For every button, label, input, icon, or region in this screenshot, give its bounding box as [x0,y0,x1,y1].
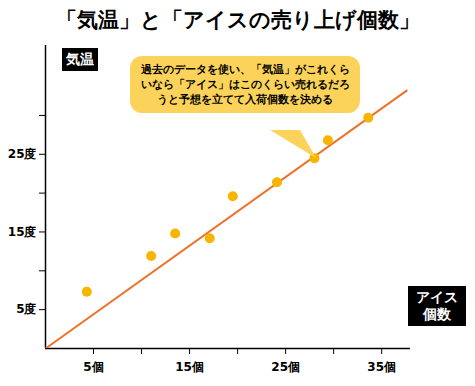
svg-text:5度: 5度 [16,302,36,316]
svg-text:15個: 15個 [175,360,204,374]
svg-text:5個: 5個 [83,360,103,374]
html-text:気温: 気温 [66,51,94,67]
html-text:過去のデータを使い、「気温」がこれくらいなら「アイス」はこの: 過去のデータを使い、「気温」がこれくらいなら「アイス」はこのくらい売れるだろうと… [140,63,350,105]
svg-text:25度: 25度 [8,147,37,161]
html-text:「気温」と「アイスの売り上げ個数」: 「気温」と「アイスの売り上げ個数」 [55,8,420,32]
svg-text:35個: 35個 [367,360,396,374]
svg-text:25個: 25個 [271,360,300,374]
svg-text:15度: 15度 [8,225,37,239]
html-text:アイス個数: アイス個数 [416,289,458,322]
